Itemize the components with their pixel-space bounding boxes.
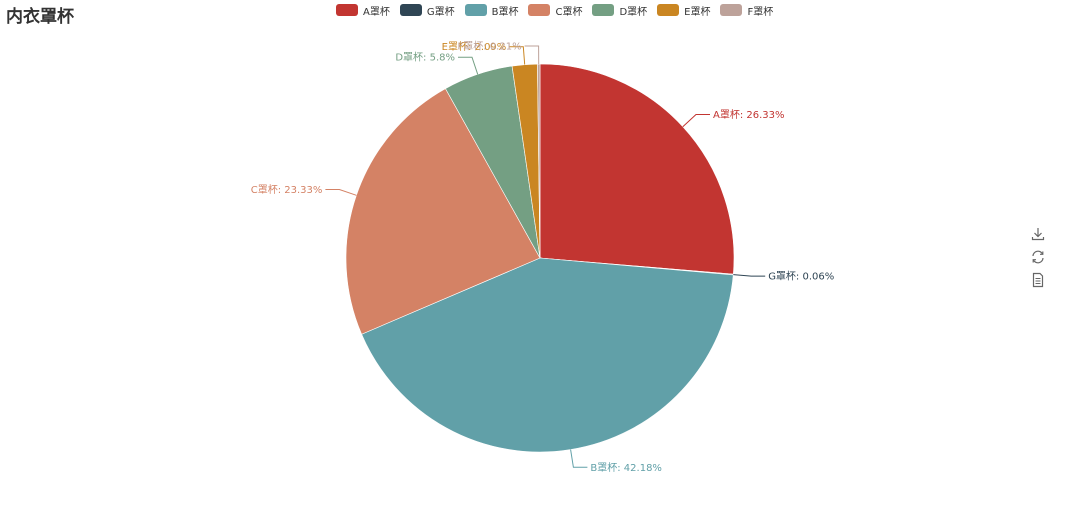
label-line: [733, 274, 766, 277]
legend-swatch: [720, 4, 743, 16]
legend-label: E罩杯: [684, 6, 711, 18]
slice-label: D罩杯: 5.8%: [395, 51, 455, 64]
slice-label: G罩杯: 0.06%: [768, 270, 834, 283]
legend-swatch: [592, 4, 615, 16]
label-line: [458, 56, 479, 75]
legend-swatch: [528, 4, 551, 16]
pie-slice[interactable]: [345, 88, 541, 335]
legend-label: G罩杯: [426, 6, 455, 18]
legend-label: B罩杯: [491, 6, 519, 18]
legend-swatch: [399, 4, 422, 16]
toolbox: [1030, 226, 1046, 288]
legend-label: A罩杯: [363, 6, 390, 18]
legend-label: D罩杯: [619, 6, 648, 18]
legend-item[interactable]: D罩杯: [592, 3, 647, 18]
data-view-icon[interactable]: [1030, 272, 1046, 288]
legend-swatch: [657, 4, 680, 16]
label-line: [570, 449, 588, 468]
label-line: [509, 46, 526, 65]
legend-item[interactable]: A罩杯: [336, 3, 390, 18]
label-line: [524, 45, 540, 65]
slice-label: F罩杯: 0.21%: [458, 40, 522, 53]
pie-slice[interactable]: [361, 257, 734, 453]
legend-swatch: [464, 4, 487, 16]
slice-label: B罩杯: 42.18%: [590, 461, 662, 474]
label-line: [325, 189, 357, 196]
legend-label: C罩杯: [555, 6, 583, 18]
legend-item[interactable]: E罩杯: [657, 3, 710, 18]
download-icon[interactable]: [1030, 226, 1046, 242]
legend-item[interactable]: C罩杯: [528, 3, 582, 18]
pie-slice[interactable]: [539, 63, 735, 275]
pie-slice[interactable]: [537, 63, 541, 259]
slice-label: E罩杯: 2.09%: [442, 40, 507, 53]
legend-swatch: [336, 4, 358, 16]
chart-legend: A罩杯 G罩杯 B罩杯 C罩杯 D罩杯 E罩杯 F罩杯: [336, 3, 773, 18]
legend-label: F罩杯: [747, 6, 774, 18]
slice-label: A罩杯: 26.33%: [713, 108, 785, 121]
legend-item[interactable]: F罩杯: [720, 3, 773, 18]
chart-title: 内衣罩杯: [6, 7, 74, 27]
label-line: [682, 114, 710, 128]
slice-label: C罩杯: 23.33%: [251, 183, 323, 196]
legend-item[interactable]: G罩杯: [399, 3, 455, 18]
legend-item[interactable]: B罩杯: [464, 3, 519, 18]
refresh-icon[interactable]: [1030, 249, 1046, 265]
